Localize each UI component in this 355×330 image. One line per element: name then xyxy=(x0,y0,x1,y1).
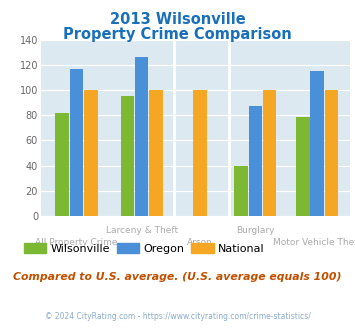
Text: Larceny & Theft: Larceny & Theft xyxy=(105,226,178,235)
Bar xyxy=(263,90,277,216)
Bar xyxy=(310,71,324,216)
Bar xyxy=(55,113,69,216)
Text: 2013 Wilsonville: 2013 Wilsonville xyxy=(110,12,245,26)
Bar xyxy=(296,116,310,216)
Text: Compared to U.S. average. (U.S. average equals 100): Compared to U.S. average. (U.S. average … xyxy=(13,272,342,282)
Bar xyxy=(149,90,163,216)
Bar xyxy=(325,90,338,216)
Text: Property Crime Comparison: Property Crime Comparison xyxy=(63,27,292,42)
Bar xyxy=(70,69,83,216)
Text: All Property Crime: All Property Crime xyxy=(36,238,118,247)
Bar xyxy=(193,90,207,216)
Bar xyxy=(120,96,134,216)
Bar xyxy=(234,166,248,216)
Legend: Wilsonville, Oregon, National: Wilsonville, Oregon, National xyxy=(20,238,269,258)
Bar xyxy=(248,107,262,216)
Text: Burglary: Burglary xyxy=(236,226,275,235)
Text: © 2024 CityRating.com - https://www.cityrating.com/crime-statistics/: © 2024 CityRating.com - https://www.city… xyxy=(45,312,310,321)
Text: Arson: Arson xyxy=(187,238,213,247)
Bar xyxy=(135,57,148,216)
Text: Motor Vehicle Theft: Motor Vehicle Theft xyxy=(273,238,355,247)
Bar xyxy=(84,90,98,216)
